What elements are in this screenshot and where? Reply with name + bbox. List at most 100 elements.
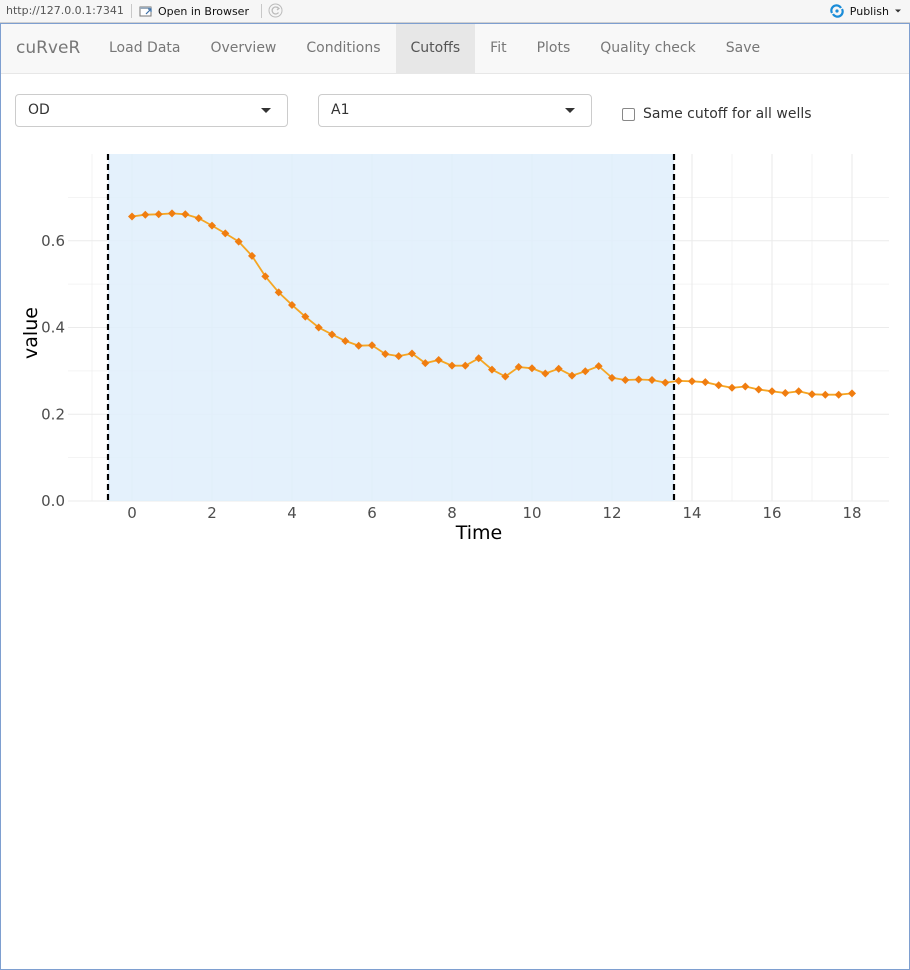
tab-save[interactable]: Save — [725, 40, 761, 56]
tab-quality-check[interactable]: Quality check — [600, 40, 696, 56]
tab-plots[interactable]: Plots — [536, 40, 571, 56]
data-point — [514, 362, 523, 371]
x-axis-label: Time — [455, 522, 503, 544]
data-point — [474, 354, 483, 363]
data-point — [688, 377, 696, 386]
tab-conditions[interactable]: Conditions — [306, 40, 381, 56]
url-text: http://127.0.0.1:7341 — [6, 4, 124, 17]
y-tick-label: 0.6 — [41, 232, 65, 250]
data-point — [728, 383, 736, 392]
variable-select[interactable]: OD — [15, 94, 288, 127]
data-point — [328, 330, 336, 339]
data-point — [274, 288, 283, 297]
data-point — [621, 375, 630, 384]
tab-fit[interactable]: Fit — [490, 40, 507, 56]
x-tick-label: 12 — [602, 504, 621, 522]
navbar: cuRveR Load Data Overview Conditions Cut… — [1, 24, 909, 74]
data-point — [848, 389, 856, 398]
data-point — [794, 387, 803, 396]
tab-cutoffs[interactable]: Cutoffs — [395, 24, 476, 73]
data-point — [168, 209, 176, 218]
app-window: cuRveR Load Data Overview Conditions Cut… — [0, 23, 910, 970]
data-point — [754, 385, 763, 394]
data-point — [221, 229, 230, 238]
variable-select-value: OD — [28, 102, 50, 118]
data-point — [661, 378, 670, 387]
data-point — [421, 359, 430, 368]
data-point — [248, 251, 256, 260]
publish-label: Publish — [849, 4, 889, 18]
x-tick-label: 8 — [447, 504, 457, 522]
data-point — [434, 356, 443, 365]
data-point — [154, 210, 163, 219]
data-point — [341, 336, 350, 345]
data-point — [141, 210, 150, 219]
data-point — [821, 390, 830, 399]
data-point — [448, 361, 456, 370]
browser-toolbar: http://127.0.0.1:7341 Open in Browser Pu… — [0, 0, 910, 23]
data-point — [768, 387, 776, 396]
data-point — [528, 364, 536, 373]
data-point — [648, 375, 656, 384]
same-cutoff-checkbox[interactable] — [622, 107, 635, 121]
x-tick-label: 16 — [762, 504, 781, 522]
app-brand[interactable]: cuRveR — [16, 38, 81, 58]
caret-down-icon — [261, 108, 271, 113]
data-point — [461, 361, 470, 370]
x-tick-label: 18 — [842, 504, 861, 522]
data-point — [834, 390, 843, 399]
same-cutoff-label: Same cutoff for all wells — [643, 106, 812, 122]
open-browser-icon — [139, 6, 152, 17]
data-point — [541, 369, 550, 378]
data-point — [608, 373, 616, 382]
data-point — [208, 221, 216, 230]
cutoff-shaded-region — [108, 154, 674, 501]
caret-down-icon — [565, 108, 575, 113]
tab-overview[interactable]: Overview — [210, 40, 277, 56]
data-point — [501, 372, 510, 381]
data-point — [488, 365, 496, 374]
data-point — [408, 349, 416, 358]
data-point — [594, 362, 603, 371]
data-point — [288, 300, 296, 309]
publish-button[interactable]: Publish — [829, 3, 902, 19]
chevron-down-icon — [895, 9, 901, 13]
data-point — [554, 364, 563, 373]
data-point — [301, 312, 310, 321]
x-tick-label: 2 — [207, 504, 217, 522]
well-select[interactable]: A1 — [318, 94, 592, 127]
toolbar-divider — [261, 4, 262, 18]
nav-tabs: Load Data Overview Conditions Cutoffs Fi… — [94, 24, 775, 73]
tab-load-data[interactable]: Load Data — [109, 40, 181, 56]
data-point — [394, 352, 403, 361]
data-point — [581, 367, 590, 376]
x-tick-label: 10 — [522, 504, 541, 522]
data-point — [128, 212, 136, 221]
marks-layer: 0 2 4 6 8 10 12 14 16 18 0.0 0.2 0.4 0.6 — [41, 154, 862, 522]
x-tick-label: 6 — [367, 504, 377, 522]
data-point — [741, 382, 750, 391]
cutoff-chart[interactable]: 0 2 4 6 8 10 12 14 16 18 0.0 0.2 0.4 0.6 value Time — [1, 129, 909, 649]
open-in-browser-label: Open in Browser — [158, 4, 249, 18]
y-axis-label: value — [20, 307, 42, 359]
data-point — [701, 378, 710, 387]
x-tick-label: 4 — [287, 504, 297, 522]
data-point — [368, 341, 376, 350]
data-point — [194, 214, 203, 223]
y-tick-label: 0.2 — [41, 405, 65, 423]
open-in-browser-button[interactable]: Open in Browser — [139, 3, 249, 19]
data-point — [808, 390, 816, 399]
data-point — [261, 272, 270, 281]
y-tick-label: 0.0 — [41, 492, 65, 510]
refresh-icon[interactable] — [268, 3, 283, 18]
data-point — [674, 376, 683, 385]
data-point — [314, 323, 323, 332]
data-point — [714, 381, 723, 390]
data-point — [234, 237, 243, 246]
data-point — [568, 371, 576, 380]
x-tick-label: 14 — [682, 504, 701, 522]
data-point — [181, 210, 190, 219]
toolbar-divider — [131, 4, 132, 18]
same-cutoff-toggle[interactable]: Same cutoff for all wells — [622, 106, 812, 122]
x-tick-label: 0 — [127, 504, 137, 522]
